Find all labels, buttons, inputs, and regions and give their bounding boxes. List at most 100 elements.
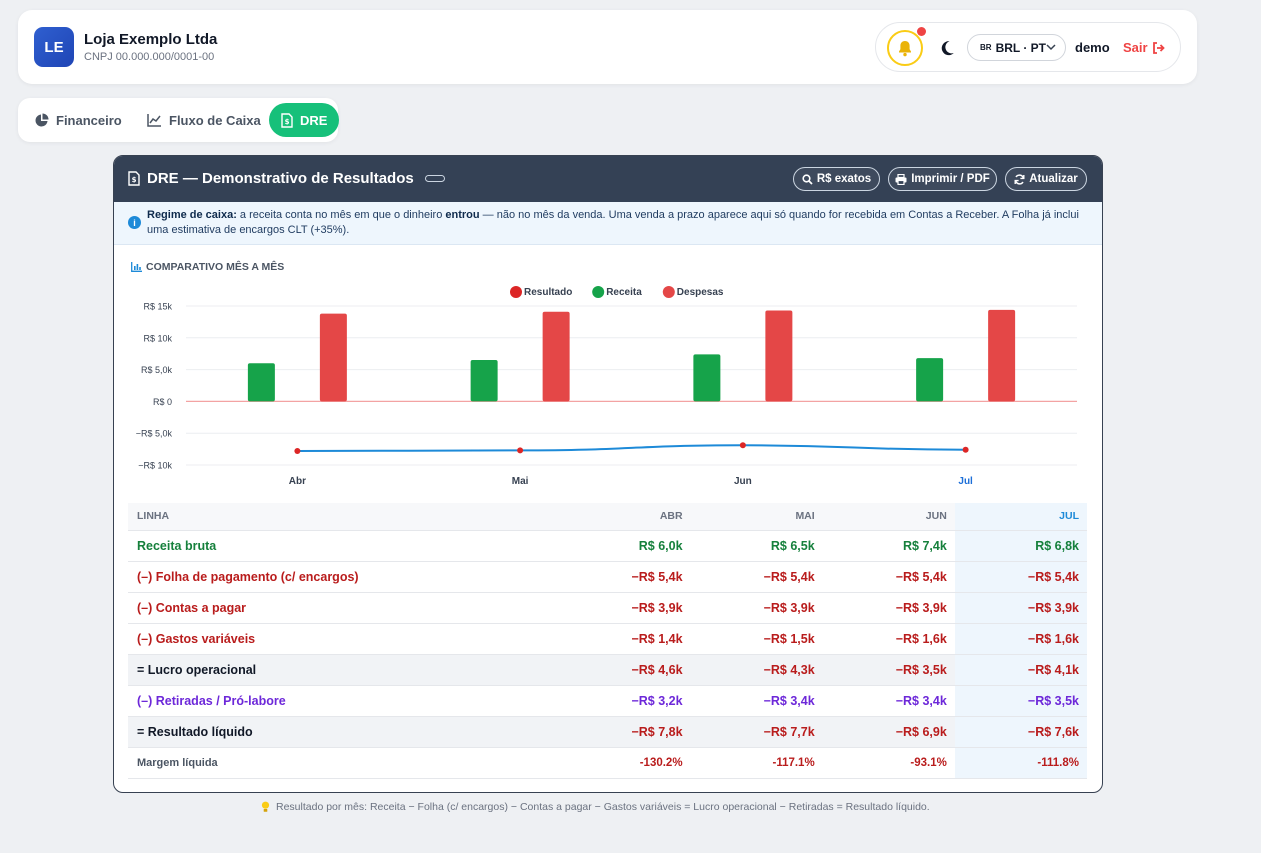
svg-text:$: $ <box>285 118 290 126</box>
column-header: MAI <box>690 503 823 531</box>
app-header: LE Loja Exemplo Ltda CNPJ 00.000.000/000… <box>18 10 1197 84</box>
toggle-pill[interactable] <box>424 175 445 182</box>
legend-label: Receita <box>606 287 642 298</box>
exact-values-button[interactable]: R$ exatos <box>793 167 880 191</box>
tab-fluxo-de-caixa[interactable]: Fluxo de Caixa <box>137 103 271 137</box>
table-row: = Resultado líquido −R$ 7,8k −R$ 7,7k −R$ 6… <box>128 716 1087 748</box>
y-tick-label: −R$ 5,0k <box>136 429 173 439</box>
column-header: JUN <box>822 503 955 531</box>
column-header: JUL <box>954 503 1087 531</box>
line-chart-icon <box>147 114 161 127</box>
x-tick-label: Jul <box>958 476 973 487</box>
row-value: −R$ 5,4k <box>822 561 955 593</box>
column-header: LINHA <box>128 503 559 531</box>
table-row: (–) Folha de pagamento (c/ encargos) −R$ … <box>128 561 1087 593</box>
row-value: −R$ 7,7k <box>690 716 823 748</box>
document-icon: $ <box>281 112 293 128</box>
chart-title-text: COMPARATIVO MÊS A MÊS <box>146 261 285 273</box>
user-name: demo <box>1075 40 1110 55</box>
row-value: −R$ 3,9k <box>690 592 823 624</box>
row-value: −R$ 4,6k <box>558 654 691 686</box>
point-resultado <box>517 447 524 454</box>
row-value: -111.8% <box>954 747 1087 779</box>
row-value: -93.1% <box>822 747 955 779</box>
dre-table: LINHA ABR MAI JUN JUL Receita bruta R$ 6,… <box>128 503 1087 779</box>
svg-text:$: $ <box>132 176 137 184</box>
notifications-button[interactable] <box>887 30 923 66</box>
moon-icon[interactable] <box>937 38 957 58</box>
y-tick-label: R$ 0 <box>153 397 172 407</box>
company-logo: LE <box>34 27 74 67</box>
bar-receita <box>916 358 944 402</box>
row-label: = Resultado líquido <box>128 716 559 748</box>
company-name: Loja Exemplo Ltda <box>84 31 218 48</box>
row-label: (–) Contas a pagar <box>128 592 559 624</box>
header-controls: BR BRL · PT demo Sair <box>875 22 1181 72</box>
row-value: −R$ 3,9k <box>558 592 691 624</box>
row-value: −R$ 3,9k <box>822 592 955 624</box>
row-value: −R$ 7,8k <box>558 716 691 748</box>
tab-dre[interactable]: $ DRE <box>269 103 340 137</box>
tab-financeiro[interactable]: Financeiro <box>24 103 132 137</box>
x-tick-label: Mai <box>512 476 529 487</box>
tab-label: DRE <box>300 112 328 128</box>
dre-title: $ DRE — Demonstrativo de Resultados <box>128 170 445 187</box>
row-value: R$ 7,4k <box>822 530 955 562</box>
print-pdf-label: Imprimir / PDF <box>911 173 990 185</box>
row-value: −R$ 3,9k <box>954 592 1087 624</box>
row-value: −R$ 5,4k <box>690 561 823 593</box>
tab-label: Financeiro <box>56 112 122 128</box>
refresh-button[interactable]: Atualizar <box>1005 167 1087 191</box>
currency-language-value: BRL · PT <box>995 40 1047 55</box>
row-value: −R$ 3,2k <box>558 685 691 717</box>
bar-receita <box>470 360 498 402</box>
row-value: −R$ 1,6k <box>954 623 1087 655</box>
logout-label: Sair <box>1123 40 1148 55</box>
bar-despesas <box>988 309 1016 402</box>
row-value: -117.1% <box>690 747 823 779</box>
line-resultado <box>297 444 966 453</box>
row-value: −R$ 3,5k <box>954 685 1087 717</box>
table-header-row: LINHA ABR MAI JUN JUL <box>128 503 1087 531</box>
refresh-label: Atualizar <box>1029 173 1078 185</box>
bar-despesas <box>542 311 570 402</box>
legend-label: Despesas <box>677 287 724 298</box>
pie-chart-icon <box>35 113 49 126</box>
bar-chart-icon <box>131 262 142 272</box>
comparison-chart: Resultado Receita Despesas R$ 15k R$ 10k R$ 5… <box>136 286 1077 487</box>
point-resultado <box>962 446 969 453</box>
printer-icon <box>895 173 907 185</box>
print-pdf-button[interactable]: Imprimir / PDF <box>888 167 997 191</box>
row-value: −R$ 4,3k <box>690 654 823 686</box>
bar-despesas <box>319 313 347 402</box>
row-value: -130.2% <box>558 747 691 779</box>
lightbulb-icon <box>261 801 270 812</box>
row-label: = Lucro operacional <box>128 654 559 686</box>
row-value: −R$ 1,4k <box>558 623 691 655</box>
table-row: (–) Retiradas / Pró-labore −R$ 3,2k −R$ 3,… <box>128 685 1087 717</box>
currency-language-select[interactable]: BR BRL · PT <box>967 34 1066 61</box>
row-value: −R$ 3,4k <box>690 685 823 717</box>
point-resultado <box>739 442 746 449</box>
row-value: −R$ 4,1k <box>954 654 1087 686</box>
search-icon <box>802 173 813 185</box>
row-label: Margem líquida <box>128 747 559 779</box>
row-value: −R$ 6,9k <box>822 716 955 748</box>
row-value: R$ 6,5k <box>690 530 823 562</box>
y-tick-label: R$ 10k <box>143 333 172 343</box>
y-tick-label: −R$ 10k <box>138 461 172 471</box>
footnote-text: Resultado por mês: Receita − Folha (c/ e… <box>276 801 930 813</box>
notification-badge <box>917 27 926 36</box>
logout-button[interactable]: Sair <box>1123 40 1165 55</box>
document-icon: $ <box>128 171 140 186</box>
y-tick-label: R$ 5,0k <box>141 365 173 375</box>
table-row: = Lucro operacional −R$ 4,6k −R$ 4,3k −R$ 3… <box>128 654 1087 686</box>
x-tick-label: Abr <box>289 476 306 487</box>
refresh-icon <box>1014 173 1025 185</box>
main-tabs: Financeiro Fluxo de Caixa $ DRE <box>18 98 340 142</box>
row-value: −R$ 7,6k <box>954 716 1087 748</box>
row-label: (–) Gastos variáveis <box>128 623 559 655</box>
tab-label: Fluxo de Caixa <box>169 112 261 128</box>
legend-swatch <box>662 286 675 298</box>
info-text: Regime de caixa: a receita conta no mês … <box>147 209 1079 236</box>
